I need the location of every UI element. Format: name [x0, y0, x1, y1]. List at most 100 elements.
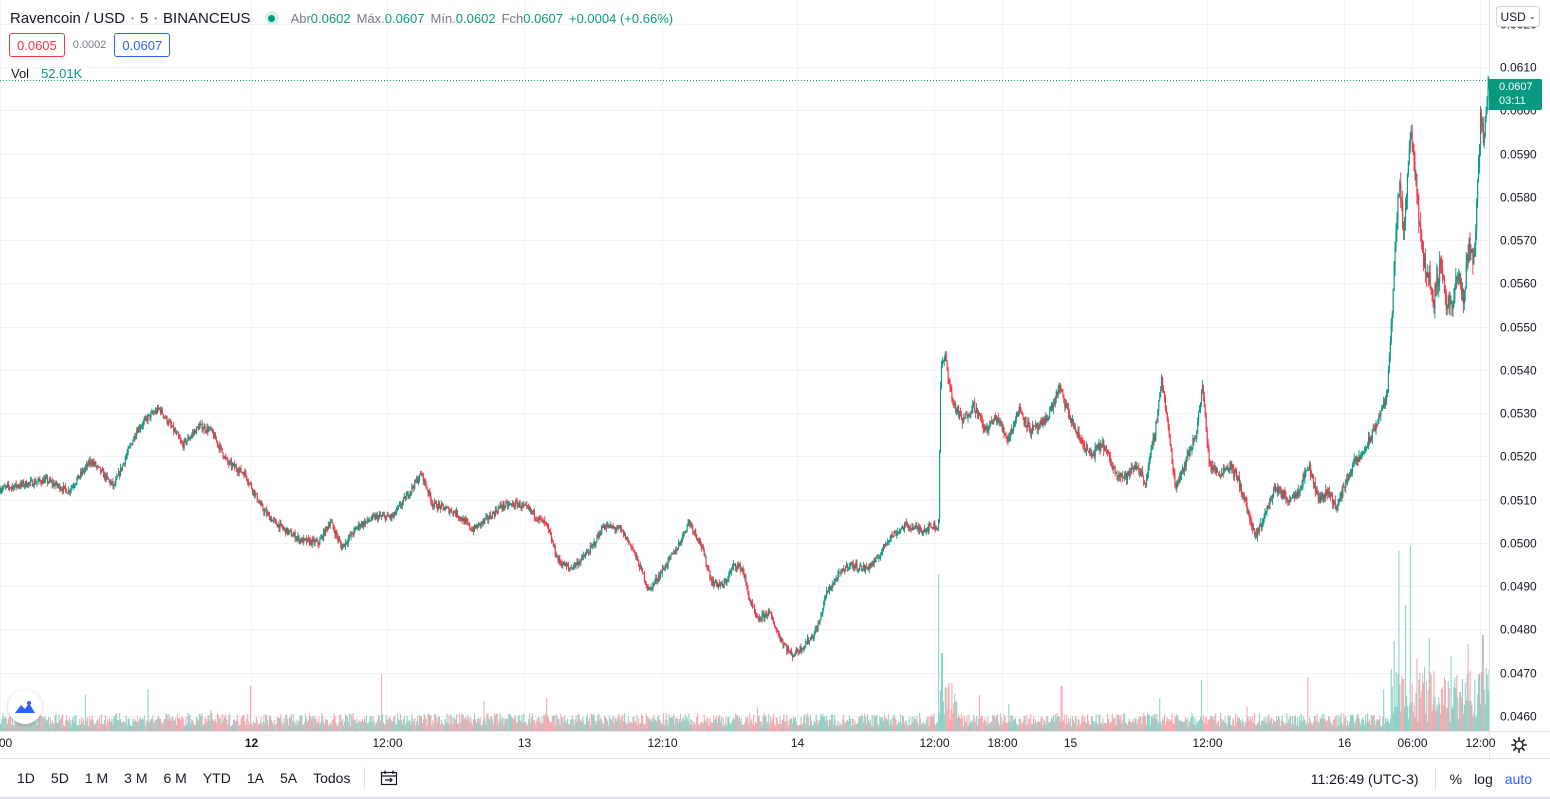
volume-bar	[1173, 724, 1175, 731]
candle-body	[788, 647, 790, 652]
candle-body	[1274, 487, 1277, 490]
candle-body	[1207, 442, 1209, 451]
candle-body	[312, 538, 314, 540]
volume-bar	[402, 719, 404, 731]
buy-button[interactable]: 0.0607	[114, 33, 171, 57]
candle-body	[155, 410, 157, 414]
volume-bar	[1231, 725, 1233, 731]
candle-body	[1180, 476, 1182, 478]
candle-body	[22, 481, 24, 485]
candle-body	[869, 563, 871, 567]
candle-body	[42, 479, 44, 484]
volume-bar	[924, 724, 926, 731]
range-button[interactable]: 6 M	[163, 770, 187, 786]
market-status-icon[interactable]	[264, 11, 279, 25]
auto-scale-button[interactable]: auto	[1504, 770, 1532, 787]
candle-body	[1356, 457, 1358, 462]
candle-body	[423, 478, 425, 483]
candle-body	[997, 418, 999, 424]
candle-body	[586, 551, 589, 553]
scale-tools: 11:26:49 (UTC-3) % log auto	[1311, 759, 1538, 798]
candle-body	[1339, 498, 1341, 501]
range-button[interactable]: 1D	[17, 770, 35, 786]
volume-bar	[1104, 722, 1106, 731]
range-button[interactable]: 5D	[50, 770, 69, 786]
range-button[interactable]: 5A	[279, 770, 298, 786]
volume-bar	[415, 725, 417, 731]
volume-bar	[499, 713, 501, 731]
volume-bar	[926, 717, 928, 731]
candle-body	[1260, 523, 1262, 528]
volume-bar	[1483, 689, 1485, 731]
candle-body	[43, 479, 45, 484]
volume-bar	[609, 718, 611, 731]
volume-bar	[1020, 723, 1022, 731]
candle-body	[596, 535, 598, 543]
volume-bar	[200, 716, 202, 731]
volume-bar	[1049, 722, 1051, 731]
volume-bar	[1419, 673, 1421, 731]
candle-body	[708, 568, 710, 572]
clock-timezone[interactable]: 11:26:49 (UTC-3)	[1310, 770, 1419, 787]
volume-bar	[341, 721, 343, 731]
candle-body	[1143, 475, 1145, 482]
range-button[interactable]: Todos	[313, 770, 351, 786]
log-scale-button[interactable]: log	[1474, 770, 1493, 787]
volume-bar	[257, 725, 259, 731]
candle-body	[298, 536, 300, 542]
volume-bar	[1440, 713, 1442, 731]
interval-label[interactable]: 5	[139, 9, 149, 27]
percent-scale-button[interactable]: %	[1449, 770, 1463, 787]
candle-body	[954, 403, 956, 406]
volume-bar	[94, 724, 96, 731]
candle-body	[697, 540, 700, 542]
volume-bar	[250, 723, 253, 731]
sell-button[interactable]: 0.0605	[9, 33, 65, 57]
volume-bar	[1047, 715, 1049, 731]
candle-body	[179, 438, 181, 441]
candle-body	[898, 531, 900, 533]
range-button[interactable]: 1 M	[84, 770, 109, 786]
candle-body	[638, 560, 640, 567]
volume-label[interactable]: Vol	[11, 66, 30, 81]
candle-body	[160, 409, 162, 413]
candle-body	[753, 606, 755, 608]
candle-body	[1286, 499, 1288, 501]
volume-bar	[1323, 713, 1325, 731]
candle-body	[1004, 433, 1006, 435]
range-button[interactable]: YTD	[202, 770, 231, 786]
candle-body	[1012, 429, 1014, 432]
candle-body	[418, 473, 421, 480]
candle-body	[217, 444, 219, 446]
price-tick-label: 0.0580	[1500, 191, 1537, 205]
volume-bar	[692, 725, 694, 731]
settings-gear-icon[interactable]	[1509, 735, 1529, 755]
candle-body	[176, 432, 178, 434]
tradingview-logo-icon[interactable]	[8, 690, 42, 724]
candle-body	[318, 543, 320, 545]
candle-body	[1254, 528, 1256, 535]
volume-bar	[918, 725, 920, 731]
candle-body	[1150, 447, 1152, 455]
volume-bar	[543, 714, 545, 731]
volume-bar	[336, 725, 338, 731]
candle-body	[1257, 528, 1259, 533]
candle-body	[998, 422, 1000, 424]
volume-bar	[781, 720, 783, 731]
volume-bar	[285, 714, 287, 731]
candle-body	[1296, 489, 1298, 497]
candle-body	[1330, 495, 1333, 497]
range-button[interactable]: 3 M	[124, 770, 148, 786]
candle-body	[813, 633, 815, 638]
volume-bar	[381, 714, 384, 731]
candle-body	[1437, 274, 1439, 286]
range-button[interactable]: 1A	[246, 770, 264, 786]
candle-body	[1206, 430, 1208, 443]
candle-body	[1043, 419, 1045, 424]
volume-bar	[296, 724, 298, 731]
symbol-name[interactable]: Ravencoin / USD	[10, 9, 126, 27]
volume-bar	[665, 713, 667, 731]
currency-selector[interactable]: USD ⌄	[1496, 6, 1540, 27]
date-range-calendar-icon[interactable]	[375, 764, 403, 792]
